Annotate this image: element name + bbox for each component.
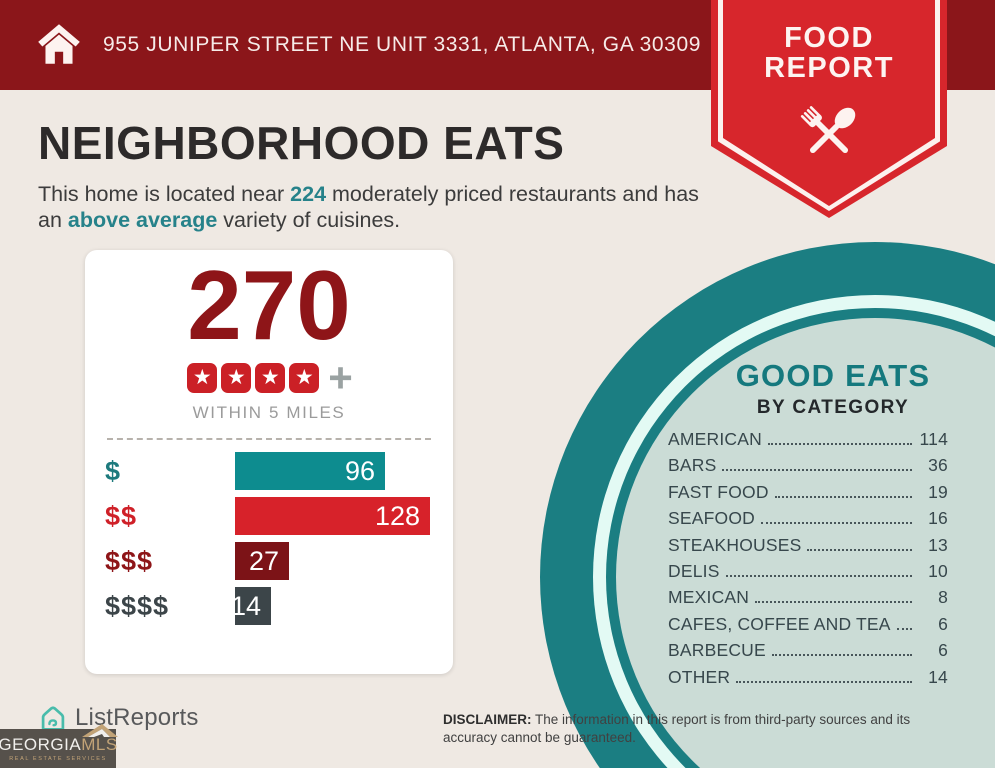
disclaimer: DISCLAIMER: The information in this repo… [443,711,958,746]
house-icon [38,24,80,64]
mls-name-georgia: GEORGIA [0,734,82,754]
disclaimer-text: The information in this report is from t… [443,712,911,745]
price-bar: 128 [235,497,430,535]
listreports-logo: ListReports [38,703,199,733]
category-row: FAST FOOD 19 [668,482,948,508]
star-icons: ★ ★ ★ ★ [185,363,321,393]
mls-tagline: REAL ESTATE SERVICES [9,755,107,762]
star-icon: ★ [289,363,320,393]
dotted-leader [774,495,912,498]
star-rating: ★ ★ ★ ★ + [85,354,453,401]
category-row: OTHER 14 [668,667,948,693]
category-label: FAST FOOD [668,481,769,502]
property-address: 955 JUNIPER STREET NE UNIT 3331, ATLANTA… [103,33,702,56]
price-bar-row: $$ 128 [105,497,453,535]
category-label: BARS [668,455,717,476]
price-bar: 96 [235,452,385,490]
price-bar: 14 [231,587,271,625]
dotted-leader [760,522,912,525]
category-value: 14 [928,666,948,687]
category-value: 19 [928,481,948,502]
mls-name-mls: MLS [81,734,118,754]
mls-roof-icon [81,723,118,737]
category-label: STEAKHOUSES [668,534,802,555]
category-value: 16 [928,508,948,529]
good-eats-subtitle: BY CATEGORY [756,397,910,418]
listreports-wordmark: ListReports [75,704,199,731]
category-row: BARS 36 [668,455,948,481]
category-value: 36 [928,455,948,476]
plus-icon: + [328,354,353,401]
star-icon: ★ [255,363,286,393]
subtitle-text: This home is located near [38,182,291,206]
price-tier-label: $ [105,455,122,486]
disclaimer-label: DISCLAIMER: [443,712,532,727]
bar-value: 128 [374,500,420,531]
total-restaurants: 270 [187,250,351,360]
dotted-leader [736,680,912,683]
bar-value: 27 [248,545,279,576]
spoon-fork-icon [800,106,856,154]
category-row: BARBECUE 6 [668,640,948,666]
dotted-leader [722,469,912,472]
good-eats-title: GOOD EATS [735,358,931,393]
dotted-leader [755,601,912,604]
restaurant-count: 224 [290,182,327,206]
dotted-leader [807,548,912,551]
category-value: 6 [938,640,948,661]
subtitle-text: variety of cuisines. [217,208,401,233]
subtitle-text: moderately priced restaurants and has an [38,182,699,233]
ribbon-title: FOOD REPORT [711,22,947,84]
category-label: DELIS [668,560,720,581]
category-value: 13 [928,534,948,555]
food-report-ribbon: FOOD REPORT [711,0,947,218]
page-title: NEIGHBORHOOD EATS [38,117,565,169]
category-value: 114 [919,429,948,449]
radius-label: WITHIN 5 MILES [192,403,346,422]
category-label: AMERICAN [668,429,762,449]
price-bar: 27 [235,542,289,580]
category-value: 10 [928,560,948,581]
category-row: STEAKHOUSES 13 [668,535,948,561]
dashed-divider [107,438,431,440]
dotted-leader [725,574,912,577]
category-label: CAFES, COFFEE AND TEA [668,613,891,634]
category-row: MEXICAN 8 [668,587,948,613]
category-label: BARBECUE [668,640,766,661]
price-tier-label: $$$$ [105,590,170,621]
price-bar-row: $$$$ 14 [105,587,453,625]
ribbon-line2: REPORT [764,51,894,84]
price-tier-label: $$$ [105,545,154,576]
category-list: AMERICAN 114 BARS 36 FAST FOOD 19 SEAFOOD 16… [668,429,948,693]
star-icon: ★ [187,363,218,393]
stats-card: 270 ★ ★ ★ ★ + WITHIN 5 MILES $ 96 $$ 128 $$… [85,250,453,674]
category-label: SEAFOOD [668,508,755,529]
bar-value: 14 [230,590,261,621]
dotted-leader [771,654,912,657]
category-value: 8 [938,587,948,608]
category-value: 6 [938,613,948,634]
category-label: OTHER [668,666,731,687]
star-icon: ★ [221,363,252,393]
good-eats-header: GOOD EATS BY CATEGORY [683,358,983,419]
price-tier-label: $$ [105,500,138,531]
category-row: SEAFOOD 16 [668,508,948,534]
good-eats-circle [540,242,995,768]
category-row: DELIS 10 [668,561,948,587]
category-row: CAFES, COFFEE AND TEA 6 [668,614,948,640]
bar-value: 96 [344,455,375,486]
variety-highlight: above average [67,208,218,233]
category-label: MEXICAN [668,587,750,608]
ribbon-line1: FOOD [784,22,874,54]
listreports-house-icon [41,706,65,731]
georgia-mls-logo: GEORGIAMLS REAL ESTATE SERVICES [0,723,118,768]
price-bar-row: $ 96 [105,452,453,490]
dotted-leader [767,443,912,445]
dotted-leader [896,627,912,630]
page-subtitle: This home is located near 224 moderately… [38,181,706,233]
price-bar-row: $$$ 27 [105,542,453,580]
category-row: AMERICAN 114 [668,429,948,455]
